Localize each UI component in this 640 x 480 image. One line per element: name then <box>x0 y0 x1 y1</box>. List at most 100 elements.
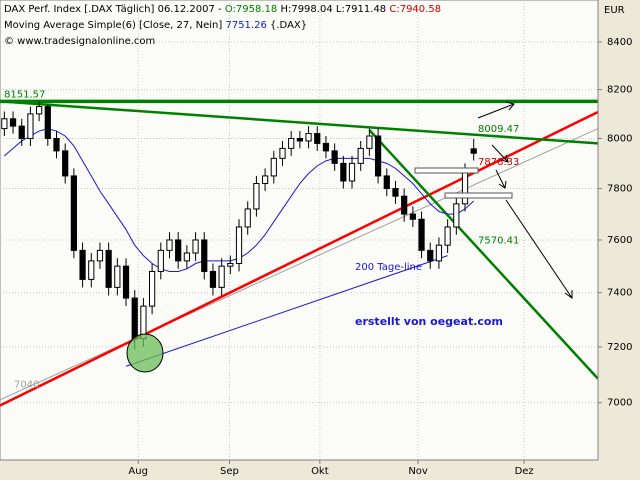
y-tick-label: 8200 <box>607 85 632 96</box>
candle-body <box>18 125 25 139</box>
candle-body <box>166 239 173 251</box>
candle-body <box>296 137 303 142</box>
currency: EUR <box>604 5 625 16</box>
candle-body <box>235 226 243 265</box>
arrow <box>495 169 506 189</box>
candle-body <box>366 135 373 149</box>
x-tick-label: Aug <box>128 466 148 477</box>
x-tick-label: Sep <box>220 466 239 477</box>
header-line: DAX Perf. Index [.DAX Täglich] 06.12.200… <box>4 4 441 15</box>
line-label: 200 Tage-line <box>355 262 422 273</box>
candle-body <box>157 249 164 272</box>
candle-body <box>175 239 182 262</box>
candle-body <box>340 162 347 182</box>
candle-body <box>192 239 199 254</box>
arrow <box>491 144 509 163</box>
candle-body <box>253 182 260 210</box>
candle-body <box>149 270 156 307</box>
candle-body <box>105 249 112 288</box>
candle-body <box>279 147 286 159</box>
candle-body <box>435 244 443 262</box>
highlight-circle <box>126 333 164 373</box>
candle-body <box>427 249 434 262</box>
plot-layer <box>0 0 599 460</box>
candle-body <box>261 175 269 184</box>
candle-body <box>270 157 277 177</box>
candle-body <box>461 170 469 205</box>
candle-body <box>96 249 104 262</box>
x-axis-panel <box>0 460 640 480</box>
x-tick-label: Nov <box>408 466 428 477</box>
open-value: O:7958.18 <box>225 4 277 15</box>
source: © www.tradesignalonline.com <box>4 36 155 47</box>
header-line: Moving Average Simple(6) [Close, 27, Nei… <box>4 20 307 31</box>
candle-body <box>227 263 234 267</box>
close-value: C:7940.58 <box>389 4 441 15</box>
candle-body <box>392 188 399 197</box>
candle-body <box>418 218 425 251</box>
low-value: L:7911.48 <box>336 4 386 15</box>
candle-body <box>470 148 477 154</box>
candle-body <box>453 203 460 228</box>
sep: - <box>218 4 222 15</box>
candle-body <box>44 106 51 139</box>
candle-body <box>183 252 190 262</box>
candle-body <box>88 260 95 280</box>
level-label: 7570.41 <box>478 236 519 247</box>
box <box>414 167 479 174</box>
candle-body <box>331 150 338 164</box>
indicator: Moving Average Simple(6) [Close, 27, Nei… <box>4 20 222 31</box>
candle-body <box>244 208 251 228</box>
candle-body <box>288 137 295 149</box>
candle-body <box>122 265 130 299</box>
candle-body <box>36 106 43 115</box>
candle-body <box>401 195 408 215</box>
level-label: 8009.47 <box>478 124 519 135</box>
candle-body <box>444 226 451 246</box>
arrow <box>477 103 515 119</box>
candle-body <box>348 162 356 182</box>
plot-area <box>0 0 599 461</box>
candle-body <box>1 118 8 130</box>
y-tick-label: 7400 <box>607 288 632 299</box>
trend-line <box>368 129 599 380</box>
arrows <box>477 101 573 299</box>
arrow-head <box>505 101 515 111</box>
high-value: H:7998.04 <box>280 4 332 15</box>
arrow-head <box>500 154 509 163</box>
date: 06.12.2007 <box>158 4 215 15</box>
candle-body <box>114 265 121 288</box>
trend-line <box>0 110 599 407</box>
arrow-head <box>564 290 573 299</box>
x-tick-label: Okt <box>311 466 329 477</box>
candle-body <box>322 142 330 152</box>
annotation: erstellt von oegeat.com <box>355 315 503 328</box>
candle-body <box>218 265 225 288</box>
candle-body <box>131 297 138 340</box>
title: DAX Perf. Index [.DAX Täglich] <box>4 4 154 15</box>
candle-body <box>357 147 364 164</box>
candle-body <box>374 135 382 177</box>
indicator-value: 7751.26 <box>225 20 266 31</box>
candle-body <box>53 137 60 152</box>
candle-body <box>383 175 390 190</box>
y-tick-label: 7000 <box>607 398 632 409</box>
trend-line <box>125 255 448 367</box>
candle-body <box>27 113 34 139</box>
level-label: 7040 <box>14 379 39 390</box>
candle-body <box>62 150 69 177</box>
candle-body <box>305 133 312 142</box>
arrow <box>505 199 573 299</box>
y-tick-label: 8000 <box>607 133 632 144</box>
y-tick-label: 7200 <box>607 342 632 353</box>
box <box>444 192 513 199</box>
indicator-ref: {.DAX} <box>270 20 307 31</box>
trend-line <box>0 100 599 145</box>
y-axis-panel <box>598 0 640 480</box>
level-label: 8151.57 <box>4 89 45 100</box>
level-label: 7878.33 <box>478 157 519 168</box>
arrow-head <box>498 180 507 189</box>
candle-body <box>314 133 321 144</box>
x-tick-label: Dez <box>515 466 534 477</box>
